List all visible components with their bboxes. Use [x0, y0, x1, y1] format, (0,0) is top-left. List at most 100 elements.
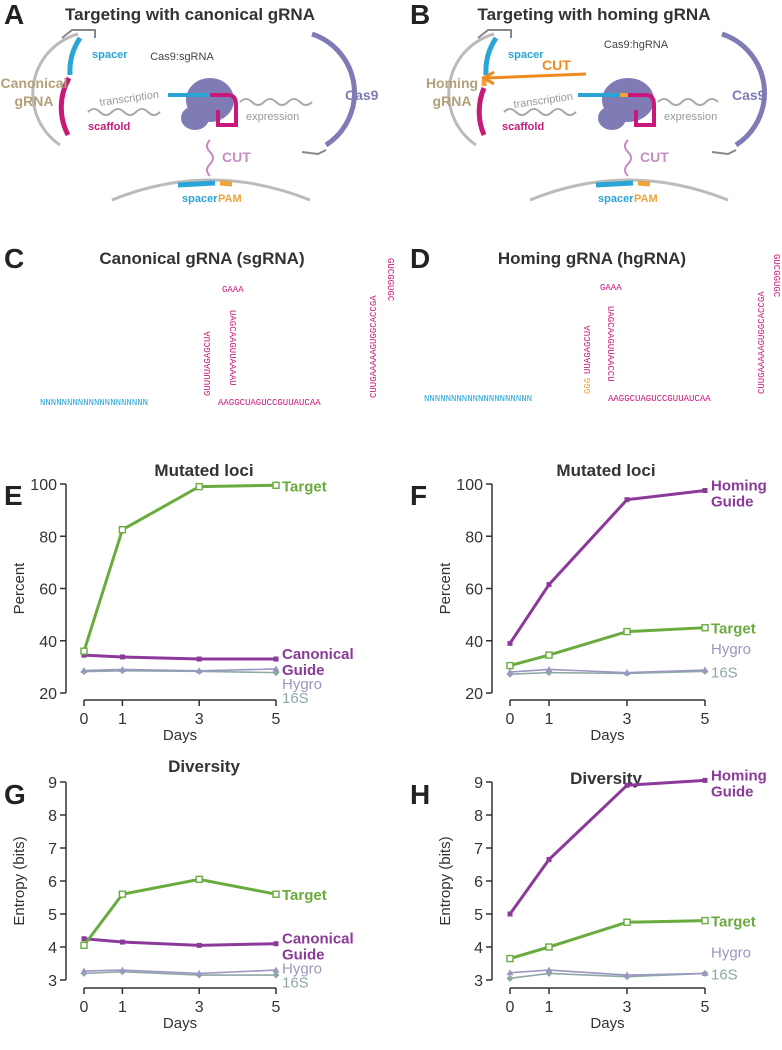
data-point	[118, 966, 126, 973]
cut-arrow-icon	[206, 139, 214, 177]
panel-letter: F	[410, 480, 427, 511]
series-line-target	[82, 877, 277, 947]
data-point	[118, 526, 127, 534]
x-axis-label: Days	[590, 1015, 624, 1032]
data-point	[545, 665, 553, 672]
data-point	[701, 666, 709, 673]
x-tick-label: 1	[545, 711, 554, 728]
data-point	[81, 652, 87, 658]
data-point	[80, 967, 88, 974]
x-tick-label: 3	[623, 711, 632, 728]
stem-down-sequence: UAGCAAGUUAAAAU	[227, 310, 237, 386]
cas9-promoter-arrow-icon	[301, 149, 327, 156]
data-point	[506, 661, 514, 670]
data-point	[272, 890, 280, 898]
y-tick-label: 5	[48, 907, 57, 924]
panel-a-diagram: A Targeting with canonical gRNA spacer s…	[1, 0, 379, 205]
data-point	[196, 656, 202, 662]
x-axis-label: Days	[590, 727, 624, 744]
series-label: Hygro	[711, 641, 751, 658]
scaffold-label: scaffold	[502, 121, 544, 133]
data-point	[507, 911, 513, 917]
data-point	[623, 669, 631, 676]
expression-label: expression	[664, 111, 717, 123]
cas9-promoter-arrow-icon	[711, 149, 737, 156]
complex-scaffold	[210, 93, 238, 127]
y-tick-label: 3	[474, 973, 483, 990]
series-label: Target	[282, 887, 327, 904]
x-tick-label: 3	[623, 999, 632, 1016]
series-label: 16S	[711, 664, 738, 681]
spacer-label: spacer	[508, 49, 544, 61]
y-tick-label: 80	[39, 529, 57, 546]
y-tick-label: 80	[465, 529, 483, 546]
grna-locus-arc	[447, 32, 495, 147]
data-point	[623, 918, 631, 926]
data-point	[546, 582, 552, 588]
x-tick-label: 0	[506, 711, 515, 728]
grna-locus-arc	[31, 32, 79, 147]
series-label: 16S	[711, 966, 738, 983]
complex-scaffold	[628, 93, 656, 127]
series-label: Target	[711, 914, 756, 931]
complex-label: Cas9:sgRNA	[150, 51, 214, 63]
series-label: Target	[282, 478, 327, 495]
target-spacer-label: spacer	[182, 193, 218, 205]
panel-c-structure: C Canonical gRNA (sgRNA) NNNNNNNNNNNNNNN…	[4, 243, 395, 408]
data-point	[545, 651, 553, 659]
promoter-arrow-icon	[61, 29, 96, 39]
y-tick-label: 4	[474, 940, 483, 957]
data-point	[506, 668, 514, 675]
x-tick-label: 3	[195, 999, 204, 1016]
x-tick-label: 1	[118, 711, 127, 728]
series-label: Hygro	[282, 961, 322, 978]
series-line-16s	[83, 669, 277, 674]
y-tick-label: 5	[474, 907, 483, 924]
x-axis-label: Days	[163, 727, 197, 744]
panel-c-letter: C	[4, 243, 24, 274]
cas9-label: Cas9	[345, 87, 379, 103]
y-tick-label: 6	[474, 874, 483, 891]
series-line-homing-guide	[508, 778, 706, 915]
y-tick-label: 40	[465, 634, 483, 651]
series-line-hygro	[509, 969, 706, 976]
y-axis-label: Entropy (bits)	[11, 836, 28, 925]
data-point	[119, 939, 125, 945]
y-tick-label: 9	[474, 775, 483, 792]
target-spacer-label: spacer	[598, 193, 634, 205]
panel-letter: G	[4, 779, 26, 810]
series-label: Hygro	[282, 676, 322, 693]
data-point	[506, 954, 514, 963]
y-tick-label: 60	[39, 582, 57, 599]
data-point	[546, 857, 552, 863]
data-point	[623, 971, 631, 978]
series-label: 16S	[282, 690, 309, 707]
cut-arrow-icon	[624, 139, 632, 177]
data-point	[195, 482, 203, 491]
scaffold-segment	[58, 76, 72, 137]
data-point	[273, 656, 279, 662]
data-point	[701, 623, 709, 632]
panel-a-letter: A	[4, 0, 24, 30]
series-label: Homing	[711, 767, 767, 784]
data-point	[272, 971, 280, 979]
n-run-sequence: NNNNNNNNNNNNNNNNNNNN	[40, 398, 148, 408]
chart-f: F Mutated loci 20 40 60 80 100 0 1 3 5 Days Percent H…	[410, 461, 767, 744]
n-run-sequence: NNNNNNNNNNNNNNNNNNNN	[424, 394, 532, 404]
series-line-hygro	[83, 668, 277, 672]
series-line-hygro	[83, 969, 277, 975]
expression-wave	[239, 98, 313, 106]
scaffold-label: scaffold	[88, 121, 130, 133]
spacer-segment	[67, 36, 83, 76]
data-point	[545, 966, 553, 973]
data-point	[623, 627, 631, 636]
panel-a-title: Targeting with canonical gRNA	[65, 5, 315, 24]
pam-label: PAM	[634, 193, 658, 205]
self-cut-label: CUT	[542, 57, 571, 73]
scaffold-segment	[476, 87, 487, 136]
cut-label: CUT	[640, 149, 669, 165]
transcription-label: transcription	[513, 91, 574, 111]
cas9-blob-lobe	[598, 106, 626, 130]
